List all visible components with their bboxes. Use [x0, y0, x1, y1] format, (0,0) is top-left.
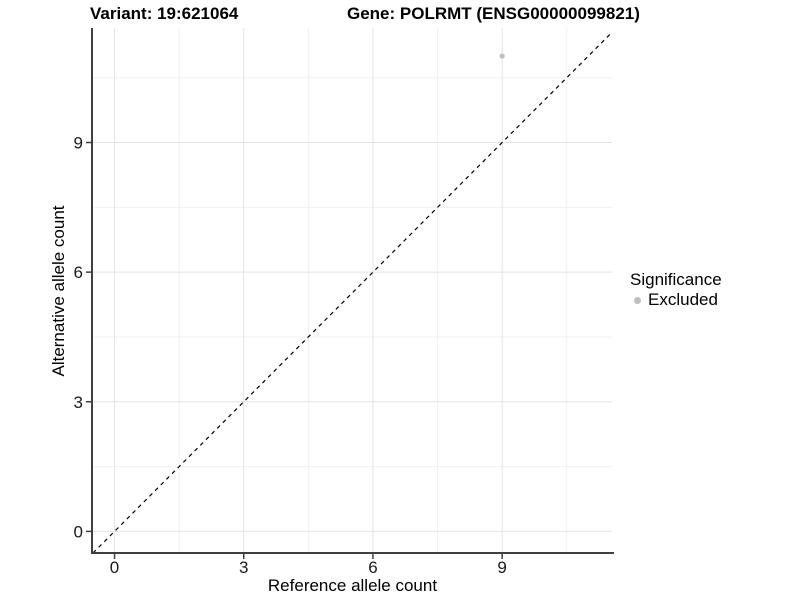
x-tick-label: 3	[239, 558, 248, 577]
y-tick-label: 6	[74, 263, 83, 282]
y-tick-label: 0	[74, 522, 83, 541]
x-tick-label: 9	[497, 558, 506, 577]
legend-item-label: Excluded	[648, 290, 718, 309]
plot-title-variant: Variant: 19:621064	[90, 4, 239, 23]
data-point	[499, 53, 505, 59]
plot-title-gene: Gene: POLRMT (ENSG00000099821)	[347, 4, 640, 23]
x-axis-title: Reference allele count	[267, 576, 438, 595]
y-axis-title: Alternative allele count	[49, 205, 68, 377]
y-tick-label: 9	[74, 134, 83, 153]
legend-point-icon	[634, 296, 641, 304]
x-tick-label: 6	[368, 558, 377, 577]
y-tick-label: 3	[74, 393, 83, 412]
legend-item-excluded: Excluded	[630, 290, 722, 310]
legend-title: Significance	[630, 270, 722, 289]
identity-dashed-line	[92, 31, 613, 554]
legend: Significance Excluded	[630, 270, 722, 310]
x-tick-label: 0	[110, 558, 119, 577]
